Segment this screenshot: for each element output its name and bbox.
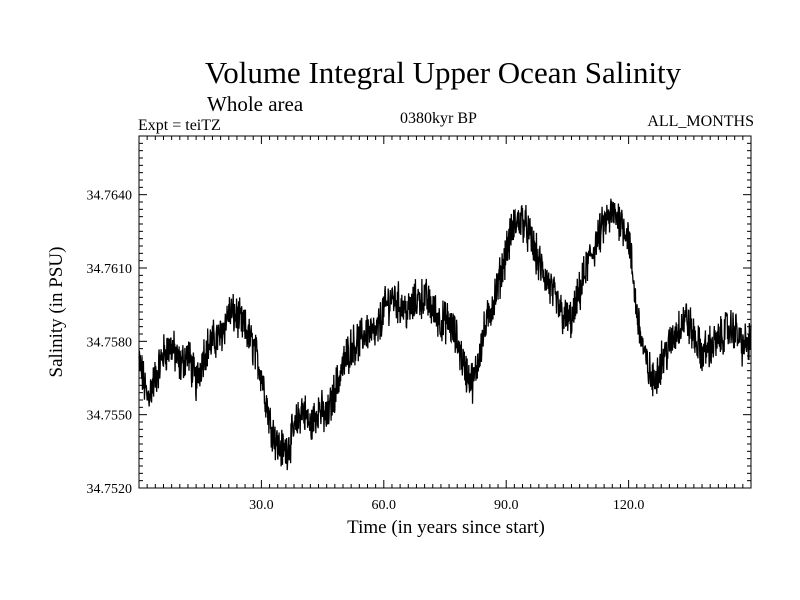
x-tick-label: 60.0 bbox=[372, 498, 397, 513]
period-label: 0380kyr BP bbox=[400, 110, 477, 127]
series-layer bbox=[138, 198, 752, 471]
x-tick-label: 120.0 bbox=[613, 498, 645, 513]
y-tick-label: 34.7550 bbox=[87, 409, 133, 424]
experiment-label: Expt = teiTZ bbox=[138, 117, 221, 134]
x-axis-label: Time (in years since start) bbox=[347, 517, 545, 538]
x-tick-label: 90.0 bbox=[494, 498, 519, 513]
y-tick-label: 34.7610 bbox=[87, 262, 133, 277]
chart-title: Volume Integral Upper Ocean Salinity bbox=[204, 55, 682, 90]
x-tick-label: 30.0 bbox=[249, 498, 274, 513]
chart-subtitle: Whole area bbox=[207, 92, 304, 116]
salinity-series-line bbox=[138, 198, 752, 471]
y-axis-label: Salinity (in PSU) bbox=[46, 247, 67, 378]
y-axis: 34.7520 34.7550 34.7580 34.7610 34.7640 bbox=[87, 135, 751, 497]
x-axis: 30.0 60.0 90.0 120.0 bbox=[146, 136, 744, 513]
y-tick-label: 34.7640 bbox=[87, 189, 133, 204]
months-label: ALL_MONTHS bbox=[647, 113, 754, 130]
y-tick-label: 34.7580 bbox=[87, 335, 133, 350]
y-tick-label: 34.7520 bbox=[87, 482, 133, 497]
